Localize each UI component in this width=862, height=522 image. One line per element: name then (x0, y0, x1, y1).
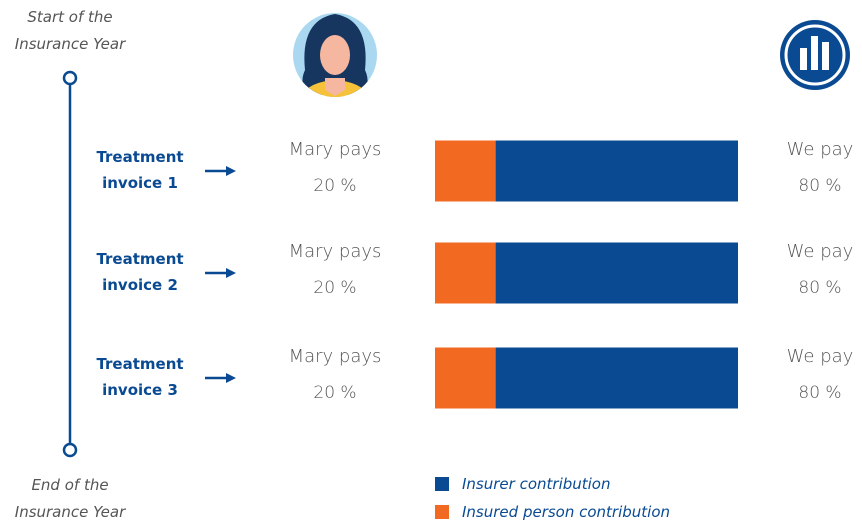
insurer-bar (496, 141, 738, 202)
invoice-label: Treatment invoice 1 (85, 144, 195, 196)
invoice-label: Treatment invoice 2 (85, 246, 195, 298)
insurer-share: 80 % (755, 278, 862, 298)
infographic: Start of the Insurance Year End of the I… (0, 0, 862, 522)
mary-share: 20 % (270, 176, 400, 196)
mary-bar (435, 243, 496, 304)
mary-pays: Mary pays (270, 139, 400, 160)
avatar (293, 13, 377, 100)
timeline-start (64, 72, 76, 84)
mary-share: 20 % (270, 278, 400, 298)
legend-label: Insured person contribution (462, 503, 670, 521)
insurer-bar (496, 243, 738, 304)
insurer-share: 80 % (755, 383, 862, 403)
we-pay: We pay (755, 139, 862, 160)
insurer-share: 80 % (755, 176, 862, 196)
insurer-bar (496, 348, 738, 409)
insurer-logo (780, 20, 850, 90)
mary-bar (435, 141, 496, 202)
mary-share: 20 % (270, 383, 400, 403)
mary-pays: Mary pays (270, 241, 400, 262)
legend-swatch (435, 477, 449, 491)
arrow-head (226, 373, 236, 383)
start-label: Start of the Insurance Year (0, 4, 145, 58)
mary-bar (435, 348, 496, 409)
legend-label: Insurer contribution (462, 475, 611, 493)
arrow-head (226, 268, 236, 278)
arrow-head (226, 166, 236, 176)
we-pay: We pay (755, 346, 862, 367)
legend-swatch (435, 505, 449, 519)
mary-pays: Mary pays (270, 346, 400, 367)
timeline-end (64, 444, 76, 456)
invoice-label: Treatment invoice 3 (85, 351, 195, 403)
we-pay: We pay (755, 241, 862, 262)
end-label: End of the Insurance Year (0, 472, 145, 522)
